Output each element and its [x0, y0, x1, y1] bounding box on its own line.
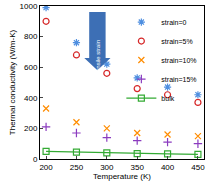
- svg-text:strain=0: strain=0: [161, 19, 186, 26]
- svg-text:Increasing tensile strain: Increasing tensile strain: [95, 40, 101, 103]
- svg-text:400: 400: [161, 163, 175, 172]
- svg-text:strain=15%: strain=15%: [161, 76, 196, 83]
- svg-text:strain=10%: strain=10%: [161, 57, 196, 64]
- svg-text:200: 200: [24, 124, 38, 133]
- svg-text:300: 300: [100, 163, 114, 172]
- svg-text:800: 800: [24, 32, 38, 41]
- svg-text:400: 400: [24, 94, 38, 103]
- svg-text:Temperature (K): Temperature (K): [93, 172, 151, 181]
- svg-text:Thermal conductivity (W/m-K): Thermal conductivity (W/m-K): [8, 29, 17, 135]
- svg-text:1000: 1000: [20, 2, 38, 11]
- svg-text:0: 0: [33, 155, 38, 164]
- svg-text:250: 250: [70, 163, 84, 172]
- svg-text:350: 350: [131, 163, 145, 172]
- svg-text:strain=5%: strain=5%: [161, 38, 192, 45]
- svg-text:450: 450: [191, 163, 205, 172]
- svg-text:200: 200: [39, 163, 53, 172]
- svg-text:bulk: bulk: [161, 95, 174, 102]
- svg-text:600: 600: [24, 63, 38, 72]
